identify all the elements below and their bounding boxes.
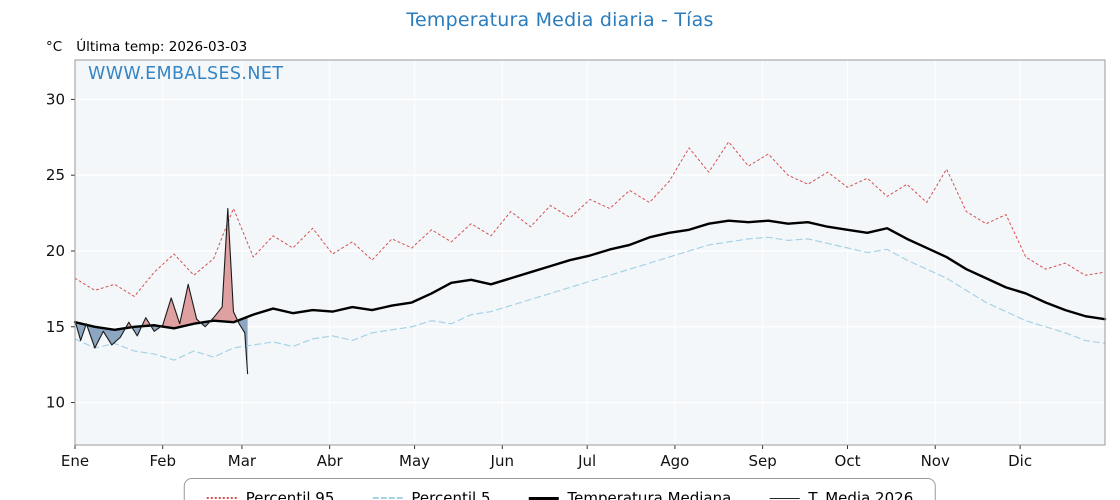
- svg-text:30: 30: [46, 90, 65, 108]
- svg-text:25: 25: [46, 166, 65, 184]
- svg-text:Feb: Feb: [149, 452, 176, 470]
- svg-text:Ago: Ago: [660, 452, 689, 470]
- legend-item-percentil-95: Percentil 95: [206, 489, 335, 500]
- chart-legend: Percentil 95 Percentil 5 Temperatura Med…: [183, 478, 937, 500]
- svg-text:Ene: Ene: [61, 452, 89, 470]
- watermark-text: WWW.EMBALSES.NET: [88, 64, 284, 84]
- legend-item-media-2026: T. Media 2026: [769, 489, 913, 500]
- legend-item-percentil-5: Percentil 5: [372, 489, 490, 500]
- svg-text:Jul: Jul: [577, 452, 596, 470]
- y-unit-label: °C: [46, 39, 63, 55]
- legend-label-media-2026: T. Media 2026: [808, 489, 914, 500]
- svg-text:Sep: Sep: [748, 452, 776, 470]
- percentil-5-line-swatch-icon: [372, 497, 403, 499]
- legend-label-percentil-95: Percentil 95: [245, 489, 335, 500]
- svg-text:Abr: Abr: [317, 452, 344, 470]
- mediana-line-swatch-icon: [528, 496, 559, 500]
- chart-meta: °C Última temp: 2026-03-03: [46, 39, 247, 55]
- svg-text:15: 15: [46, 318, 65, 336]
- legend-label-percentil-5: Percentil 5: [411, 489, 491, 500]
- svg-text:Oct: Oct: [835, 452, 861, 470]
- svg-text:10: 10: [46, 394, 65, 412]
- svg-text:Jun: Jun: [490, 452, 514, 470]
- svg-text:20: 20: [46, 242, 65, 260]
- percentil-95-line-swatch-icon: [206, 497, 237, 499]
- media-2026-line-swatch-icon: [769, 497, 800, 499]
- page-title: Temperatura Media diaria - Tías: [406, 9, 714, 31]
- svg-text:Mar: Mar: [228, 452, 257, 470]
- svg-text:Nov: Nov: [921, 452, 950, 470]
- legend-label-mediana: Temperatura Mediana: [567, 489, 732, 500]
- last-temp-label: Última temp: 2026-03-03: [76, 39, 248, 55]
- legend-item-mediana: Temperatura Mediana: [528, 489, 731, 500]
- svg-text:May: May: [399, 452, 430, 470]
- svg-text:Dic: Dic: [1008, 452, 1032, 470]
